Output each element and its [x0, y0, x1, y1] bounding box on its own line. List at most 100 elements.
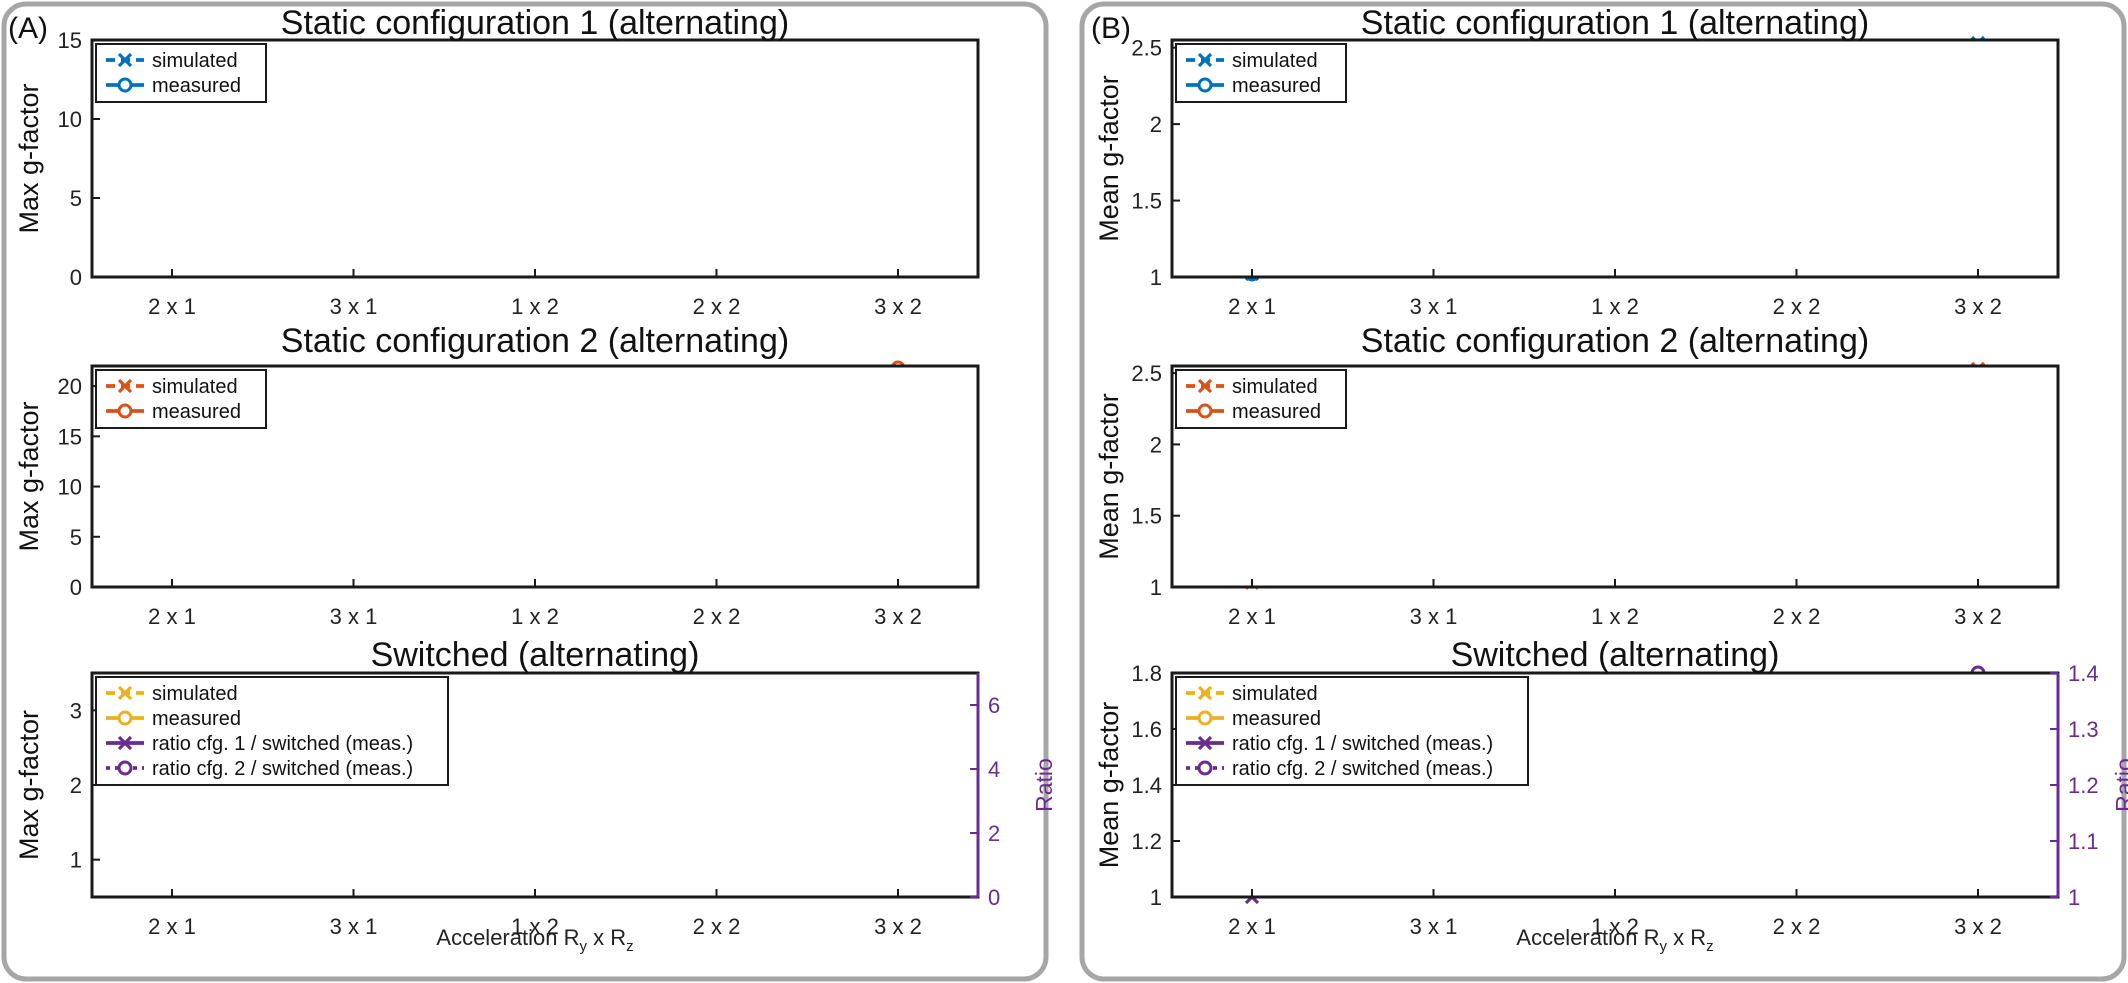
x-tick-label: 3 x 2 [874, 294, 922, 319]
legend-label: simulated [1232, 50, 1318, 72]
y-tick-label: 15 [58, 28, 82, 53]
chart-title: Switched (alternating) [371, 636, 700, 674]
x-axis-label-part: x R [1667, 925, 1706, 950]
x-tick-label: 2 x 2 [693, 914, 741, 939]
legend-marker [1197, 735, 1213, 751]
legend-label: simulated [1232, 376, 1318, 398]
x-tick-label: 3 x 1 [330, 294, 378, 319]
x-tick-label: 2 x 2 [693, 604, 741, 629]
y-tick-label: 5 [70, 525, 82, 550]
legend-marker [117, 52, 133, 68]
y2-tick-label: 1.4 [2068, 661, 2099, 686]
y-tick-label: 3 [70, 698, 82, 723]
legend-label: measured [152, 708, 241, 730]
legend-label: simulated [1232, 683, 1318, 705]
legend-marker [117, 403, 133, 419]
legend: simulated measured [1175, 43, 1347, 103]
x-tick-label: 2 x 1 [1228, 914, 1276, 939]
legend-marker [1197, 77, 1213, 93]
x-tick-label: 3 x 2 [874, 914, 922, 939]
x-tick-label: 2 x 2 [1773, 604, 1821, 629]
legend-marker [1197, 760, 1213, 776]
legend-label: ratio cfg. 2 / switched (meas.) [152, 758, 413, 780]
x-tick-label: 2 x 2 [693, 294, 741, 319]
legend: simulated measured [95, 369, 267, 429]
x-tick-label: 1 x 2 [511, 914, 559, 939]
y-tick-label: 20 [58, 374, 82, 399]
x-axis-label-subscript: y [579, 938, 587, 955]
x-tick-label: 1 x 2 [511, 294, 559, 319]
legend-label: ratio cfg. 1 / switched (meas.) [152, 733, 413, 755]
panel-a-letter: (A) [8, 12, 48, 45]
y-axis-label: Max g-factor [14, 710, 44, 860]
x-tick-label: 3 x 2 [1954, 604, 2002, 629]
legend: simulated measured [95, 43, 267, 103]
y-axis-label: Mean g-factor [1094, 75, 1124, 242]
y2-tick-label: 0 [988, 885, 1000, 910]
legend-marker [117, 77, 133, 93]
legend-marker [1197, 710, 1213, 726]
legend-box [1175, 676, 1529, 786]
chart-title: Static configuration 1 (alternating) [281, 4, 789, 42]
y-tick-label: 1.4 [1131, 773, 1162, 798]
legend-marker [117, 378, 133, 394]
y-tick-label: 1.8 [1131, 661, 1162, 686]
y2-tick-label: 1.2 [2068, 773, 2099, 798]
y2-tick-label: 1 [2068, 885, 2080, 910]
legend: simulated measured [1175, 369, 1347, 429]
y-tick-label: 1.5 [1131, 504, 1162, 529]
x-axis-label-part: Acceleration R [1516, 925, 1659, 950]
y2-tick-label: 6 [988, 693, 1000, 718]
chart-1: 0 5 10 15 2 x 1 3 x 1 1 x 2 2 x 2 3 x 2 Static co… [14, 4, 980, 319]
legend-marker [1197, 378, 1213, 394]
chart-2: 0 5 10 15 20 2 x 1 3 x 1 1 x 2 2 x 2 3 x 2 Static … [14, 322, 980, 629]
x-tick-label: 2 x 1 [1228, 604, 1276, 629]
x-axis-label: Acceleration Ry x Rz [1516, 925, 1713, 955]
legend-marker [117, 685, 133, 701]
y-axis-label: Mean g-factor [1094, 702, 1124, 869]
legend-marker [117, 735, 133, 751]
chart-title: Static configuration 2 (alternating) [1361, 322, 1869, 360]
y2-tick-label: 2 [988, 821, 1000, 846]
y-axis-label: Max g-factor [14, 83, 44, 233]
legend-label: measured [152, 75, 241, 97]
chart-title: Static configuration 1 (alternating) [1361, 4, 1869, 42]
legend-marker [1197, 685, 1213, 701]
y-tick-label: 5 [70, 186, 82, 211]
legend-box [95, 676, 449, 786]
x-tick-label: 3 x 1 [330, 914, 378, 939]
x-tick-label: 3 x 2 [1954, 914, 2002, 939]
x-axis-label-subscript: y [1659, 938, 1667, 955]
x-tick-label: 3 x 1 [330, 604, 378, 629]
y-tick-label: 2 [70, 773, 82, 798]
chart-5: 1 1.5 2 2.5 2 x 1 3 x 1 1 x 2 2 x 2 3 x 2 Static … [1094, 322, 2060, 629]
x-tick-label: 2 x 1 [148, 604, 196, 629]
chart-6: 1 1.2 1.4 1.6 1.8 1 1.1 1.2 1.3 1.4 Ratio 2 x 1 3 x … [1094, 636, 2128, 955]
x-tick-label: 1 x 2 [1591, 604, 1639, 629]
legend-marker [1197, 403, 1213, 419]
legend-marker [117, 710, 133, 726]
x-tick-label: 3 x 1 [1410, 914, 1458, 939]
x-tick-label: 1 x 2 [1591, 294, 1639, 319]
y-tick-label: 2 [1150, 432, 1162, 457]
y2-axis-label: Ratio [1031, 758, 1057, 812]
legend-marker [1197, 52, 1213, 68]
legend-label: measured [1232, 401, 1321, 423]
y-tick-label: 1 [1150, 885, 1162, 910]
x-axis-label: Acceleration Ry x Rz [436, 925, 633, 955]
y-tick-label: 1.6 [1131, 717, 1162, 742]
y-tick-label: 1 [1150, 575, 1162, 600]
y-tick-label: 1.2 [1131, 829, 1162, 854]
x-axis-label-subscript: z [626, 938, 634, 955]
y-tick-label: 0 [70, 265, 82, 290]
legend: simulated measured ratio cfg. 1 / switched… [95, 676, 449, 786]
y2-tick-label: 1.3 [2068, 717, 2099, 742]
x-axis-label-part: Acceleration R [436, 925, 579, 950]
x-tick-label: 2 x 2 [1773, 294, 1821, 319]
y-tick-label: 1.5 [1131, 189, 1162, 214]
y-axis-label: Mean g-factor [1094, 393, 1124, 560]
x-tick-label: 1 x 2 [1591, 914, 1639, 939]
x-tick-label: 2 x 1 [148, 294, 196, 319]
y-tick-label: 10 [58, 107, 82, 132]
